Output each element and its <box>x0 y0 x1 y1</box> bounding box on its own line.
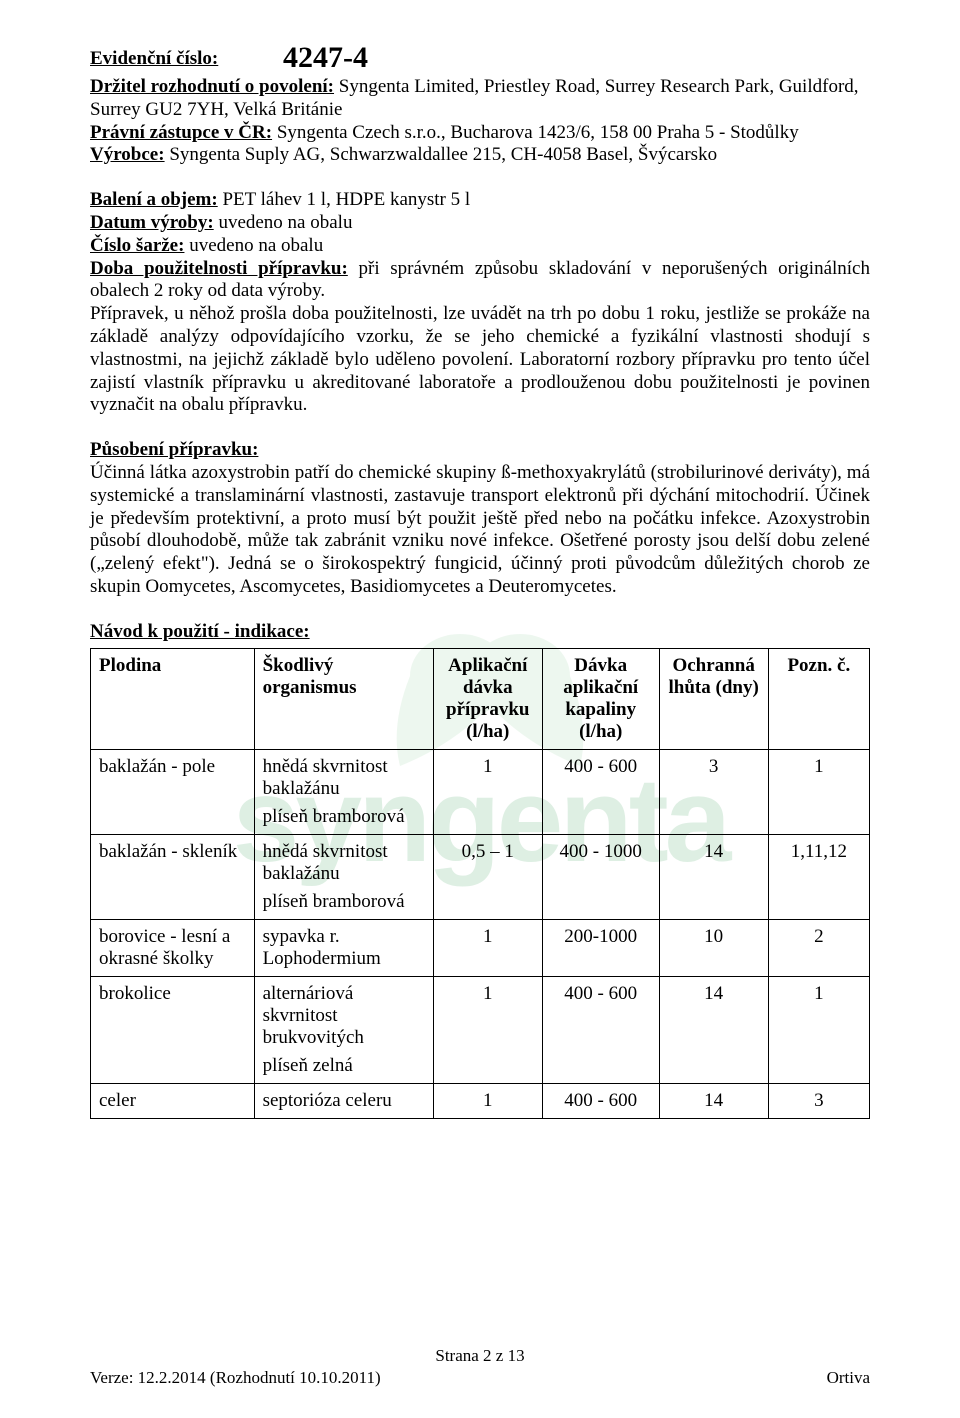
col-organismus: Škodlivý organismus <box>254 648 433 749</box>
cell-lhuta: 14 <box>659 834 768 919</box>
cell-davka: 1 <box>433 976 542 1083</box>
col-davka: Aplikační dávka přípravku (l/ha) <box>433 648 542 749</box>
cell-plodina: celer <box>91 1083 255 1118</box>
cell-pozn: 1 <box>768 749 869 834</box>
shelf-para: Přípravek, u něhož prošla doba použiteln… <box>90 303 870 417</box>
table-row: baklažán - skleníkhnědá skvrnitost bakla… <box>91 834 870 919</box>
date-line: Datum výroby: uvedeno na obalu <box>90 212 870 235</box>
cell-organismus: septorióza celeru <box>254 1083 433 1118</box>
shelf-line: Doba použitelnosti přípravku: při správn… <box>90 258 870 304</box>
cell-organismus: hnědá skvrnitost baklažánuplíseň brambor… <box>254 749 433 834</box>
col-kapalina: Dávka aplikační kapaliny (l/ha) <box>542 648 659 749</box>
shelf-label: Doba použitelnosti přípravku: <box>90 258 348 279</box>
footer-product: Ortiva <box>827 1368 870 1388</box>
cell-kapalina: 400 - 1000 <box>542 834 659 919</box>
cell-plodina: brokolice <box>91 976 255 1083</box>
col-plodina: Plodina <box>91 648 255 749</box>
table-heading-text: Návod k použití - indikace: <box>90 621 310 642</box>
cell-davka: 0,5 – 1 <box>433 834 542 919</box>
cell-lhuta: 14 <box>659 976 768 1083</box>
legal-line: Právní zástupce v ČR: Syngenta Czech s.r… <box>90 122 870 145</box>
ev-value: 4247-4 <box>283 41 368 74</box>
cell-kapalina: 400 - 600 <box>542 1083 659 1118</box>
footer-version: Verze: 12.2.2014 (Rozhodnutí 10.10.2011) <box>90 1368 381 1388</box>
col-lhuta: Ochranná lhůta (dny) <box>659 648 768 749</box>
pack-line: Balení a objem: PET láhev 1 l, HDPE kany… <box>90 189 870 212</box>
cell-davka: 1 <box>433 1083 542 1118</box>
table-row: borovice - lesní a okrasné školkysypavka… <box>91 919 870 976</box>
cell-lhuta: 3 <box>659 749 768 834</box>
holder-label: Držitel rozhodnutí o povolení: <box>90 76 334 97</box>
cell-organismus: alternáriová skvrnitost brukvovitýchplís… <box>254 976 433 1083</box>
cell-organismus: sypavka r. Lophodermium <box>254 919 433 976</box>
cell-plodina: baklažán - pole <box>91 749 255 834</box>
cell-kapalina: 400 - 600 <box>542 749 659 834</box>
cell-plodina: baklažán - skleník <box>91 834 255 919</box>
action-heading-text: Působení přípravku: <box>90 439 258 460</box>
manuf-label: Výrobce: <box>90 144 165 165</box>
table-row: celerseptorióza celeru1400 - 600143 <box>91 1083 870 1118</box>
cell-kapalina: 200-1000 <box>542 919 659 976</box>
page-footer: Strana 2 z 13 Verze: 12.2.2014 (Rozhodnu… <box>90 1346 870 1388</box>
cell-davka: 1 <box>433 749 542 834</box>
cell-davka: 1 <box>433 919 542 976</box>
legal-value: Syngenta Czech s.r.o., Bucharova 1423/6,… <box>272 122 799 143</box>
action-heading: Působení přípravku: <box>90 439 870 462</box>
table-row: brokolicealternáriová skvrnitost brukvov… <box>91 976 870 1083</box>
table-header-row: Plodina Škodlivý organismus Aplikační dá… <box>91 648 870 749</box>
footer-page: Strana 2 z 13 <box>90 1346 870 1366</box>
date-label: Datum výroby: <box>90 212 214 233</box>
holder-line: Držitel rozhodnutí o povolení: Syngenta … <box>90 76 870 122</box>
cell-pozn: 3 <box>768 1083 869 1118</box>
indication-table: Plodina Škodlivý organismus Aplikační dá… <box>90 648 870 1119</box>
cell-pozn: 2 <box>768 919 869 976</box>
col-pozn: Pozn. č. <box>768 648 869 749</box>
cell-pozn: 1,11,12 <box>768 834 869 919</box>
legal-label: Právní zástupce v ČR: <box>90 122 272 143</box>
date-value: uvedeno na obalu <box>214 212 353 233</box>
batch-line: Číslo šarže: uvedeno na obalu <box>90 235 870 258</box>
ev-label: Evidenční číslo: <box>90 48 218 69</box>
pack-value: PET láhev 1 l, HDPE kanystr 5 l <box>218 189 470 210</box>
table-row: baklažán - polehnědá skvrnitost baklažán… <box>91 749 870 834</box>
batch-label: Číslo šarže: <box>90 235 184 256</box>
table-heading: Návod k použití - indikace: <box>90 621 870 644</box>
cell-plodina: borovice - lesní a okrasné školky <box>91 919 255 976</box>
cell-pozn: 1 <box>768 976 869 1083</box>
cell-organismus: hnědá skvrnitost baklažánuplíseň brambor… <box>254 834 433 919</box>
batch-value: uvedeno na obalu <box>184 235 323 256</box>
cell-kapalina: 400 - 600 <box>542 976 659 1083</box>
action-text: Účinná látka azoxystrobin patří do chemi… <box>90 462 870 599</box>
ev-line: Evidenční číslo: 4247-4 <box>90 40 870 76</box>
cell-lhuta: 10 <box>659 919 768 976</box>
cell-lhuta: 14 <box>659 1083 768 1118</box>
manuf-value: Syngenta Suply AG, Schwarzwaldallee 215,… <box>165 144 718 165</box>
pack-label: Balení a objem: <box>90 189 218 210</box>
manuf-line: Výrobce: Syngenta Suply AG, Schwarzwalda… <box>90 144 870 167</box>
